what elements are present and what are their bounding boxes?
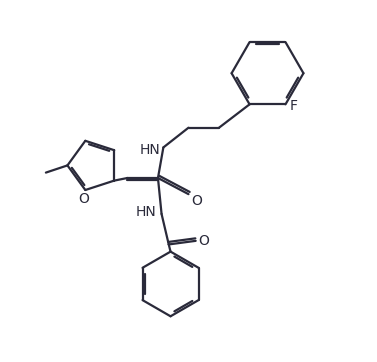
Text: O: O (192, 194, 202, 208)
Text: F: F (290, 99, 298, 113)
Text: O: O (199, 234, 210, 248)
Text: HN: HN (136, 205, 157, 219)
Text: O: O (78, 192, 89, 206)
Text: HN: HN (139, 143, 160, 157)
